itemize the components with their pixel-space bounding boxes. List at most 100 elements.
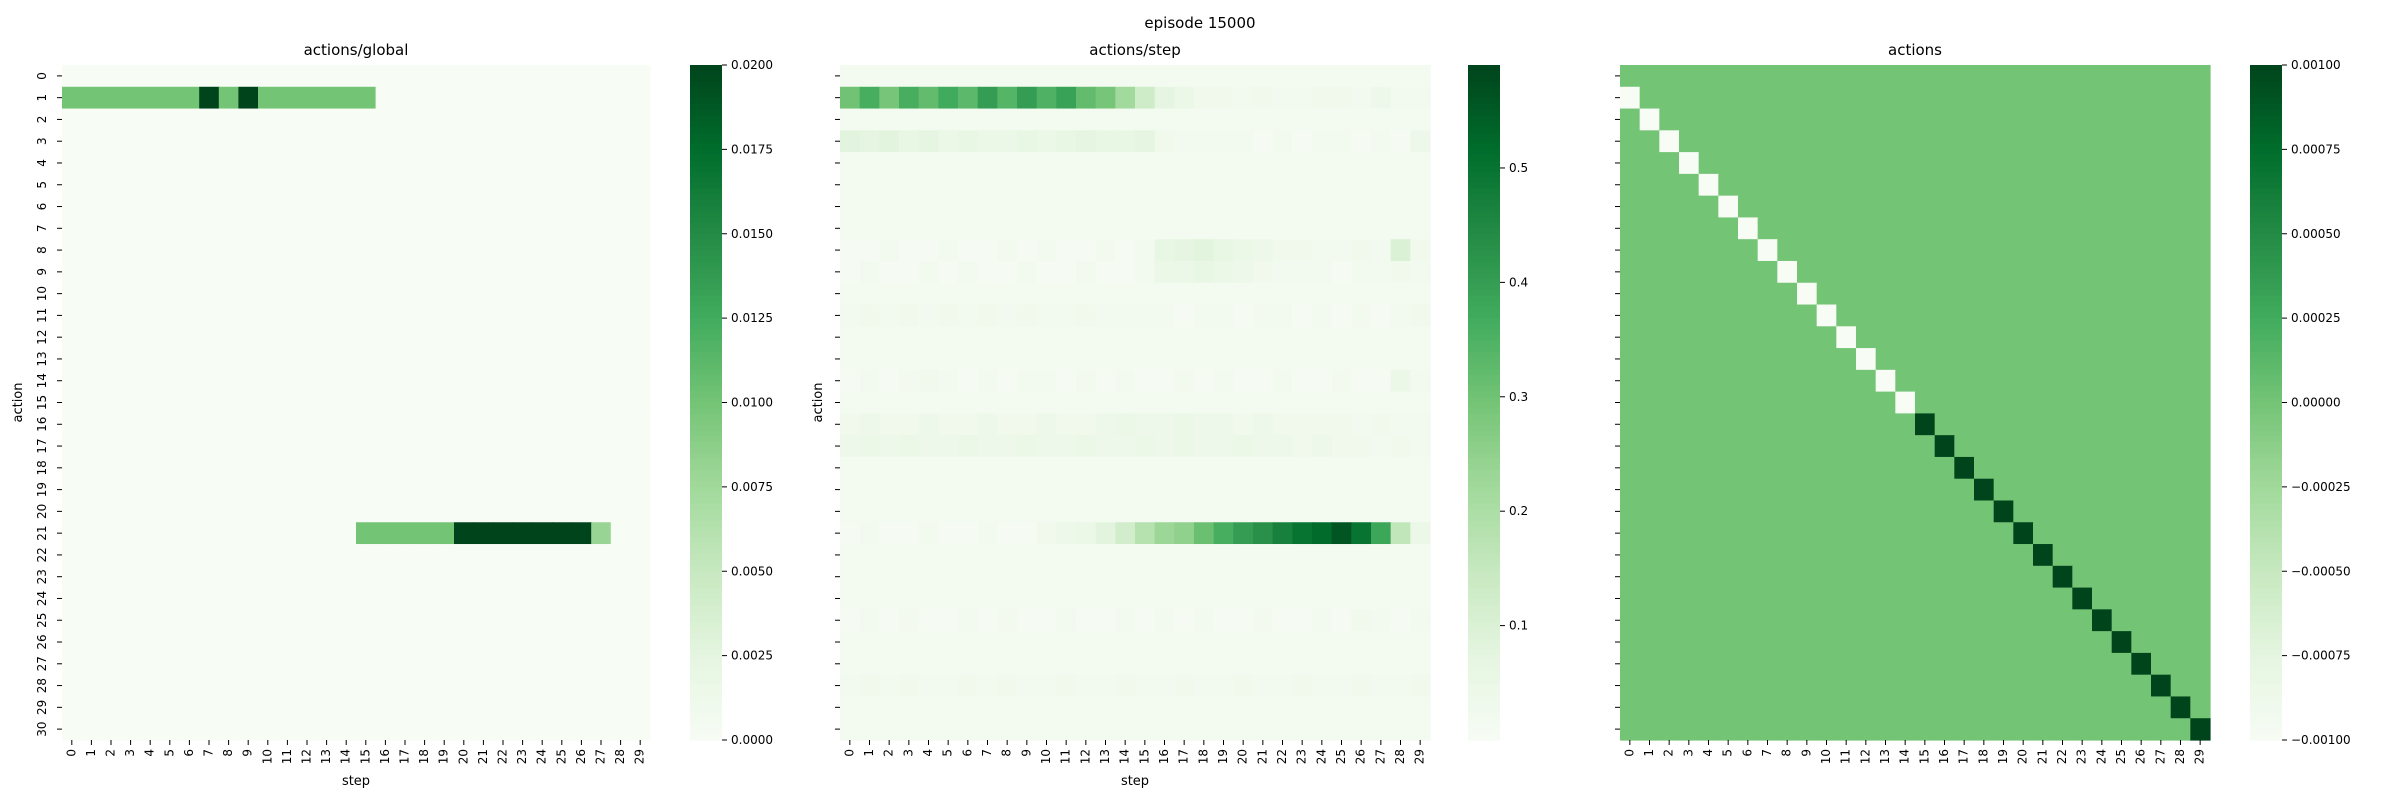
heatmap-cell (1135, 391, 1156, 414)
heatmap-cell (977, 587, 998, 610)
heatmap-cell (1639, 500, 1660, 523)
heatmap-cell (2092, 718, 2113, 741)
heatmap-cell (1174, 652, 1195, 676)
heatmap-cell (918, 587, 939, 610)
heatmap-cell (1017, 173, 1038, 197)
heatmap-cell (1738, 631, 1759, 654)
heatmap-cell (1253, 435, 1274, 458)
heatmap-cell (918, 304, 939, 327)
heatmap-cell (375, 522, 396, 545)
heatmap-cell (591, 86, 612, 110)
colorbar-segment (2250, 486, 2282, 494)
heatmap-cell (977, 652, 998, 676)
heatmap-cell (1639, 478, 1660, 502)
heatmap-cell (2151, 478, 2172, 502)
colorbar-tick-label: 0.4 (1509, 275, 1528, 289)
heatmap-cell (375, 587, 396, 610)
colorbar-segment (690, 368, 722, 375)
x-tick-label: 22 (496, 749, 510, 764)
heatmap-cell (918, 348, 939, 371)
heatmap-cell (140, 674, 161, 698)
heatmap-cell (1738, 544, 1759, 567)
heatmap-cell (1620, 609, 1641, 632)
heatmap-cell (1679, 65, 1700, 88)
heatmap-cell (2170, 456, 2191, 480)
heatmap-cell (2052, 130, 2073, 153)
heatmap-cell (140, 173, 161, 197)
heatmap-cell (218, 609, 239, 632)
heatmap-cell (160, 65, 181, 88)
heatmap-cell (356, 609, 377, 632)
heatmap-cell (1620, 456, 1641, 480)
heatmap-cell (1993, 217, 2014, 240)
heatmap-cell (1718, 609, 1739, 632)
heatmap-cell (610, 435, 631, 458)
colorbar-segment (2250, 143, 2282, 150)
heatmap-cell (2092, 674, 2113, 698)
heatmap-cell (101, 456, 122, 480)
heatmap-cell (2190, 86, 2211, 110)
heatmap-cell (840, 435, 861, 458)
heatmap-cell (899, 631, 920, 654)
colorbar-segment (2250, 520, 2282, 527)
heatmap-cell (179, 369, 200, 393)
heatmap-cell (1934, 86, 1955, 110)
heatmap-cell (1292, 348, 1313, 371)
heatmap-cell (1036, 130, 1057, 153)
heatmap-cell (493, 152, 514, 175)
heatmap-cell (1253, 652, 1274, 676)
heatmap-cell (1115, 195, 1136, 219)
heatmap-cell (1856, 478, 1877, 502)
heatmap-cell (434, 478, 455, 502)
heatmap-cell (610, 587, 631, 610)
heatmap-cell (2190, 652, 2211, 676)
heatmap-cell (591, 631, 612, 654)
heatmap-cell (238, 456, 259, 480)
heatmap-cell (1816, 500, 1837, 523)
colorbar-segment (2250, 734, 2282, 741)
heatmap-cell (1895, 86, 1916, 110)
heatmap-cell (473, 544, 494, 567)
heatmap-cell (1620, 217, 1641, 240)
heatmap-cell (571, 544, 592, 567)
heatmap-cell (1718, 173, 1739, 197)
heatmap-cell (375, 609, 396, 632)
heatmap-cell (454, 86, 475, 110)
heatmap-cell (375, 348, 396, 371)
heatmap-cell (1312, 304, 1333, 327)
heatmap-cell (2131, 413, 2152, 436)
heatmap-cell (1292, 435, 1313, 458)
heatmap-cell (610, 631, 631, 654)
heatmap-cell (1292, 565, 1313, 589)
heatmap-cell (81, 478, 102, 502)
heatmap-cell (1974, 500, 1995, 523)
heatmap-cell (938, 696, 959, 719)
heatmap-cell (2092, 86, 2113, 110)
heatmap-cell (571, 718, 592, 741)
heatmap-cell (977, 86, 998, 110)
heatmap-cell (1351, 65, 1372, 88)
heatmap-cell (1757, 500, 1778, 523)
colorbar-tick-label: 0.0075 (731, 480, 773, 494)
heatmap-cell (454, 587, 475, 610)
colorbar-segment (1468, 498, 1500, 505)
heatmap-cell (1816, 413, 1837, 436)
heatmap-cell (1410, 652, 1431, 676)
heatmap-cell (2170, 173, 2191, 197)
heatmap-cell (958, 108, 979, 131)
colorbar-segment (2250, 205, 2282, 212)
colorbar-segment (690, 228, 722, 235)
heatmap-cell (356, 544, 377, 567)
heatmap-cell (1017, 674, 1038, 698)
heatmap-cell (454, 500, 475, 523)
heatmap-cell (120, 260, 141, 284)
heatmap-cell (1115, 391, 1136, 414)
heatmap-cell (356, 173, 377, 197)
heatmap-cell (1934, 348, 1955, 371)
heatmap-cell (997, 304, 1018, 327)
heatmap-cell (1017, 478, 1038, 502)
heatmap-cell (395, 391, 416, 414)
heatmap-cell (1135, 369, 1156, 393)
heatmap-cell (1253, 544, 1274, 567)
heatmap-cell (1698, 152, 1719, 175)
